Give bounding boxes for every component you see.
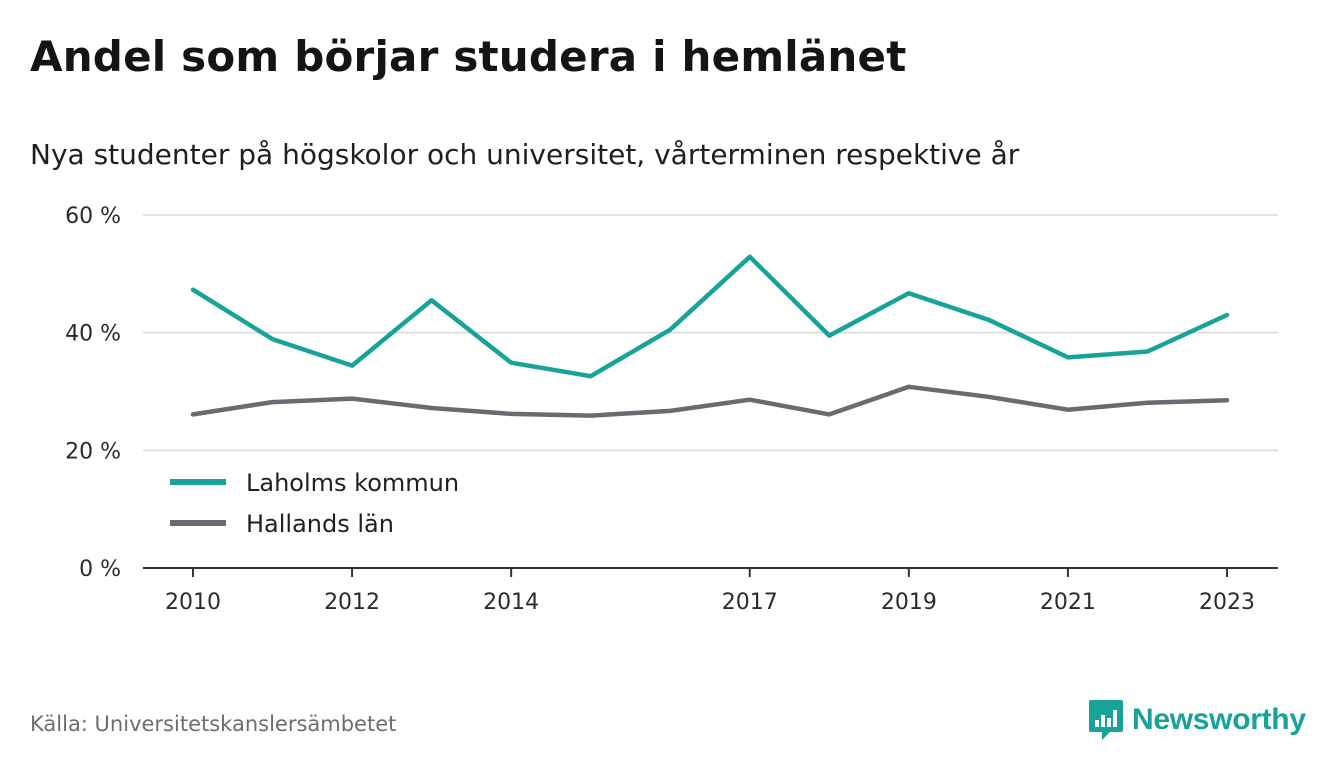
x-axis-ticks: 2010 2012 2014 2017 2019 2021 2023 bbox=[165, 568, 1255, 615]
x-tick-label: 2019 bbox=[881, 590, 937, 615]
y-tick-label: 20 % bbox=[65, 439, 121, 464]
series-line-hallands-län bbox=[190, 384, 1230, 418]
x-tick-label: 2010 bbox=[165, 590, 221, 615]
x-tick-label: 2021 bbox=[1040, 590, 1096, 615]
series-line-laholms-kommun bbox=[190, 254, 1230, 379]
x-tick-label: 2014 bbox=[483, 590, 539, 615]
source-note: Källa: Universitetskanslersämbetet bbox=[30, 712, 397, 736]
y-tick-label: 60 % bbox=[65, 204, 121, 229]
y-tick-label: 40 % bbox=[65, 322, 121, 347]
newsworthy-logo-icon bbox=[1089, 700, 1123, 740]
series-lines bbox=[190, 254, 1230, 418]
legend: Laholms kommun Hallands län bbox=[170, 469, 459, 538]
brand-name: Newsworthy bbox=[1132, 703, 1306, 736]
legend-label: Laholms kommun bbox=[246, 469, 459, 497]
legend-label: Hallands län bbox=[246, 510, 394, 538]
grid-lines bbox=[143, 214, 1278, 452]
y-axis-ticks: 0 % 20 % 40 % 60 % bbox=[65, 204, 121, 582]
chart-title: Andel som börjar studera i hemlänet bbox=[30, 32, 907, 81]
y-tick-label: 0 % bbox=[79, 557, 121, 582]
x-tick-label: 2023 bbox=[1199, 590, 1255, 615]
chart-subtitle: Nya studenter på högskolor och universit… bbox=[30, 138, 1020, 171]
x-tick-label: 2017 bbox=[722, 590, 778, 615]
x-tick-label: 2012 bbox=[324, 590, 380, 615]
newsworthy-brand[interactable]: Newsworthy bbox=[1088, 698, 1306, 742]
